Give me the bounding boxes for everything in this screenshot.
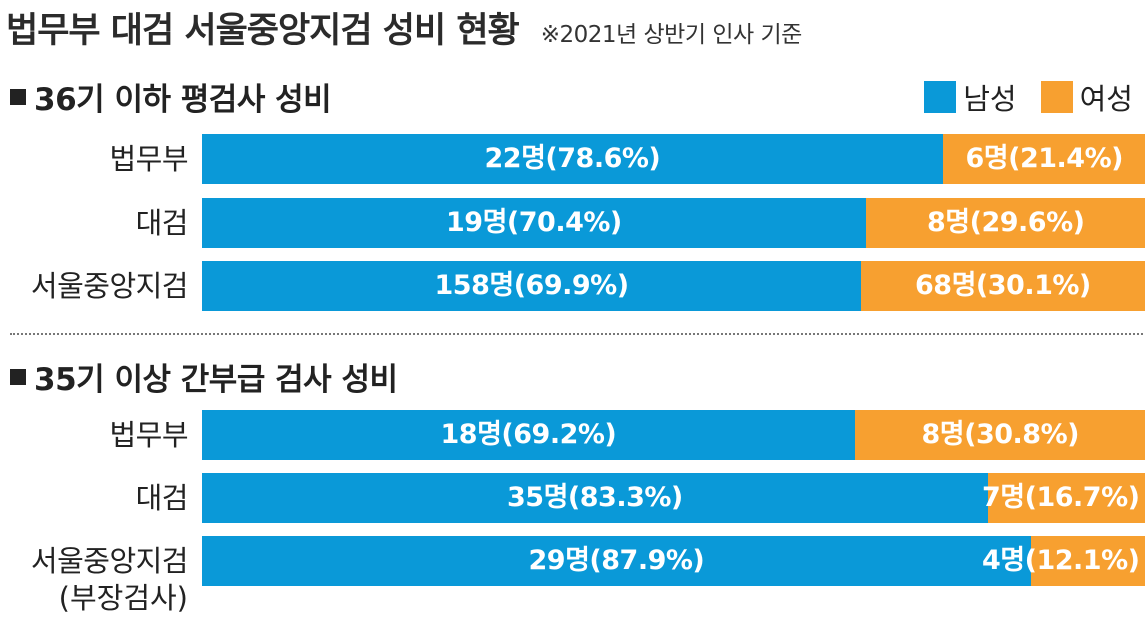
bar-segment-female [988, 473, 1145, 523]
data-label-female: 6명(21.4%) [965, 143, 1124, 174]
section-title-2-text: 35기 이상 간부급 검사 성비 [34, 362, 398, 398]
category-label: 법무부 [109, 418, 188, 452]
bullet-square-icon [10, 88, 26, 105]
legend-label-female: 여성 [1079, 82, 1133, 116]
bar-segment-female [861, 261, 1145, 311]
section-title-1: 36기 이하 평검사 성비 [10, 74, 332, 119]
bar-segment-male [202, 261, 861, 311]
bar-segment-male [202, 410, 855, 460]
category-label: 서울중앙지검 [30, 269, 189, 303]
section-title-2: 35기 이상 간부급 검사 성비 [10, 354, 398, 399]
legend-swatch-female [1040, 81, 1073, 113]
section-divider [10, 333, 1143, 335]
category-label: 대검 [135, 206, 189, 240]
bar-segment-male [202, 198, 866, 248]
category-label: 법무부 [109, 142, 188, 176]
bullet-square-icon [10, 368, 26, 385]
source-note: ※2021년 상반기 인사 기준 [540, 22, 803, 48]
bar-segment-male [202, 536, 1031, 586]
page-title: 법무부 대검 서울중앙지검 성비 현황 [6, 11, 520, 51]
data-label-female: 7명(16.7%) [982, 482, 1140, 513]
data-label-male: 158명(69.9%) [434, 270, 630, 301]
data-label-male: 18명(69.2%) [440, 419, 617, 450]
legend-label-male: 남성 [963, 82, 1017, 116]
legend-swatch-male [924, 81, 957, 113]
bar-segment-male [202, 473, 988, 523]
legend: 남성 여성 [900, 76, 1133, 118]
bar-segment-female [866, 198, 1145, 248]
bar-segment-female [1031, 536, 1145, 586]
category-label: 서울중앙지검 [30, 544, 189, 578]
chart-title-block: 법무부 대검 서울중앙지검 성비 현황 ※2021년 상반기 인사 기준 [6, 2, 803, 51]
legend-item-male: 남성 [924, 76, 1017, 118]
section-title-1-text: 36기 이하 평검사 성비 [34, 82, 332, 118]
data-label-male: 22명(78.6%) [484, 143, 661, 174]
data-label-female: 8명(30.8%) [921, 419, 1080, 450]
bar-segment-female [943, 134, 1145, 184]
category-sublabel: (부장검사) [58, 581, 188, 615]
data-label-male: 29명(87.9%) [528, 545, 705, 576]
bar-segment-female [855, 410, 1145, 460]
bar-segment-male [202, 134, 943, 184]
data-label-female: 8명(29.6%) [927, 207, 1085, 238]
legend-item-female: 여성 [1040, 76, 1133, 118]
category-label: 대검 [135, 481, 189, 515]
data-label-male: 19명(70.4%) [446, 207, 622, 238]
data-label-female: 4명(12.1%) [982, 545, 1140, 576]
data-label-male: 35명(83.3%) [507, 482, 683, 513]
data-label-female: 68명(30.1%) [915, 270, 1091, 301]
